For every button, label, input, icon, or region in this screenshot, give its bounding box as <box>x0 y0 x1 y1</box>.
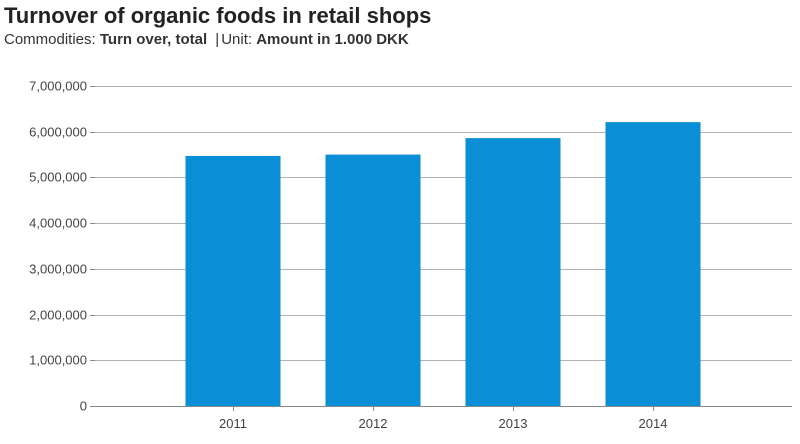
chart-title: Turnover of organic foods in retail shop… <box>4 3 432 28</box>
chart-subtitle: Commodities: Turn over, total | Unit: Amo… <box>4 30 431 50</box>
bar-2013 <box>465 138 561 406</box>
bar-2011 <box>185 155 281 406</box>
y-tick-label: 1,000,000 <box>29 353 87 368</box>
bar-2012 <box>325 154 421 406</box>
y-tick-label: 5,000,000 <box>29 170 87 185</box>
subtitle-separator: | <box>215 31 220 48</box>
x-tick-label: 2013 <box>499 416 528 431</box>
y-tick-label: 6,000,000 <box>29 125 87 140</box>
x-tick-label: 2014 <box>639 416 668 431</box>
commodities-label: Commodities: <box>4 31 96 48</box>
y-tick-label: 3,000,000 <box>29 262 87 277</box>
y-tick-label: 0 <box>80 399 87 414</box>
y-tick-label: 4,000,000 <box>29 216 87 231</box>
y-tick-label: 2,000,000 <box>29 308 87 323</box>
bar-2014 <box>605 122 701 406</box>
chart-header: Turnover of organic foods in retail shop… <box>4 2 431 50</box>
commodities-value: Turn over, total <box>99 31 208 48</box>
axes <box>90 86 792 411</box>
y-tick-label: 7,000,000 <box>29 79 87 94</box>
x-tick-label: 2012 <box>359 416 388 431</box>
unit-value: Amount in 1.000 DKK <box>256 31 409 48</box>
bars <box>185 122 701 406</box>
unit-label: Unit: <box>221 31 253 48</box>
tick-labels: 0 1,000,000 2,000,000 3,000,000 4,000,000 5,0… <box>29 79 667 432</box>
x-tick-label: 2011 <box>219 416 247 431</box>
